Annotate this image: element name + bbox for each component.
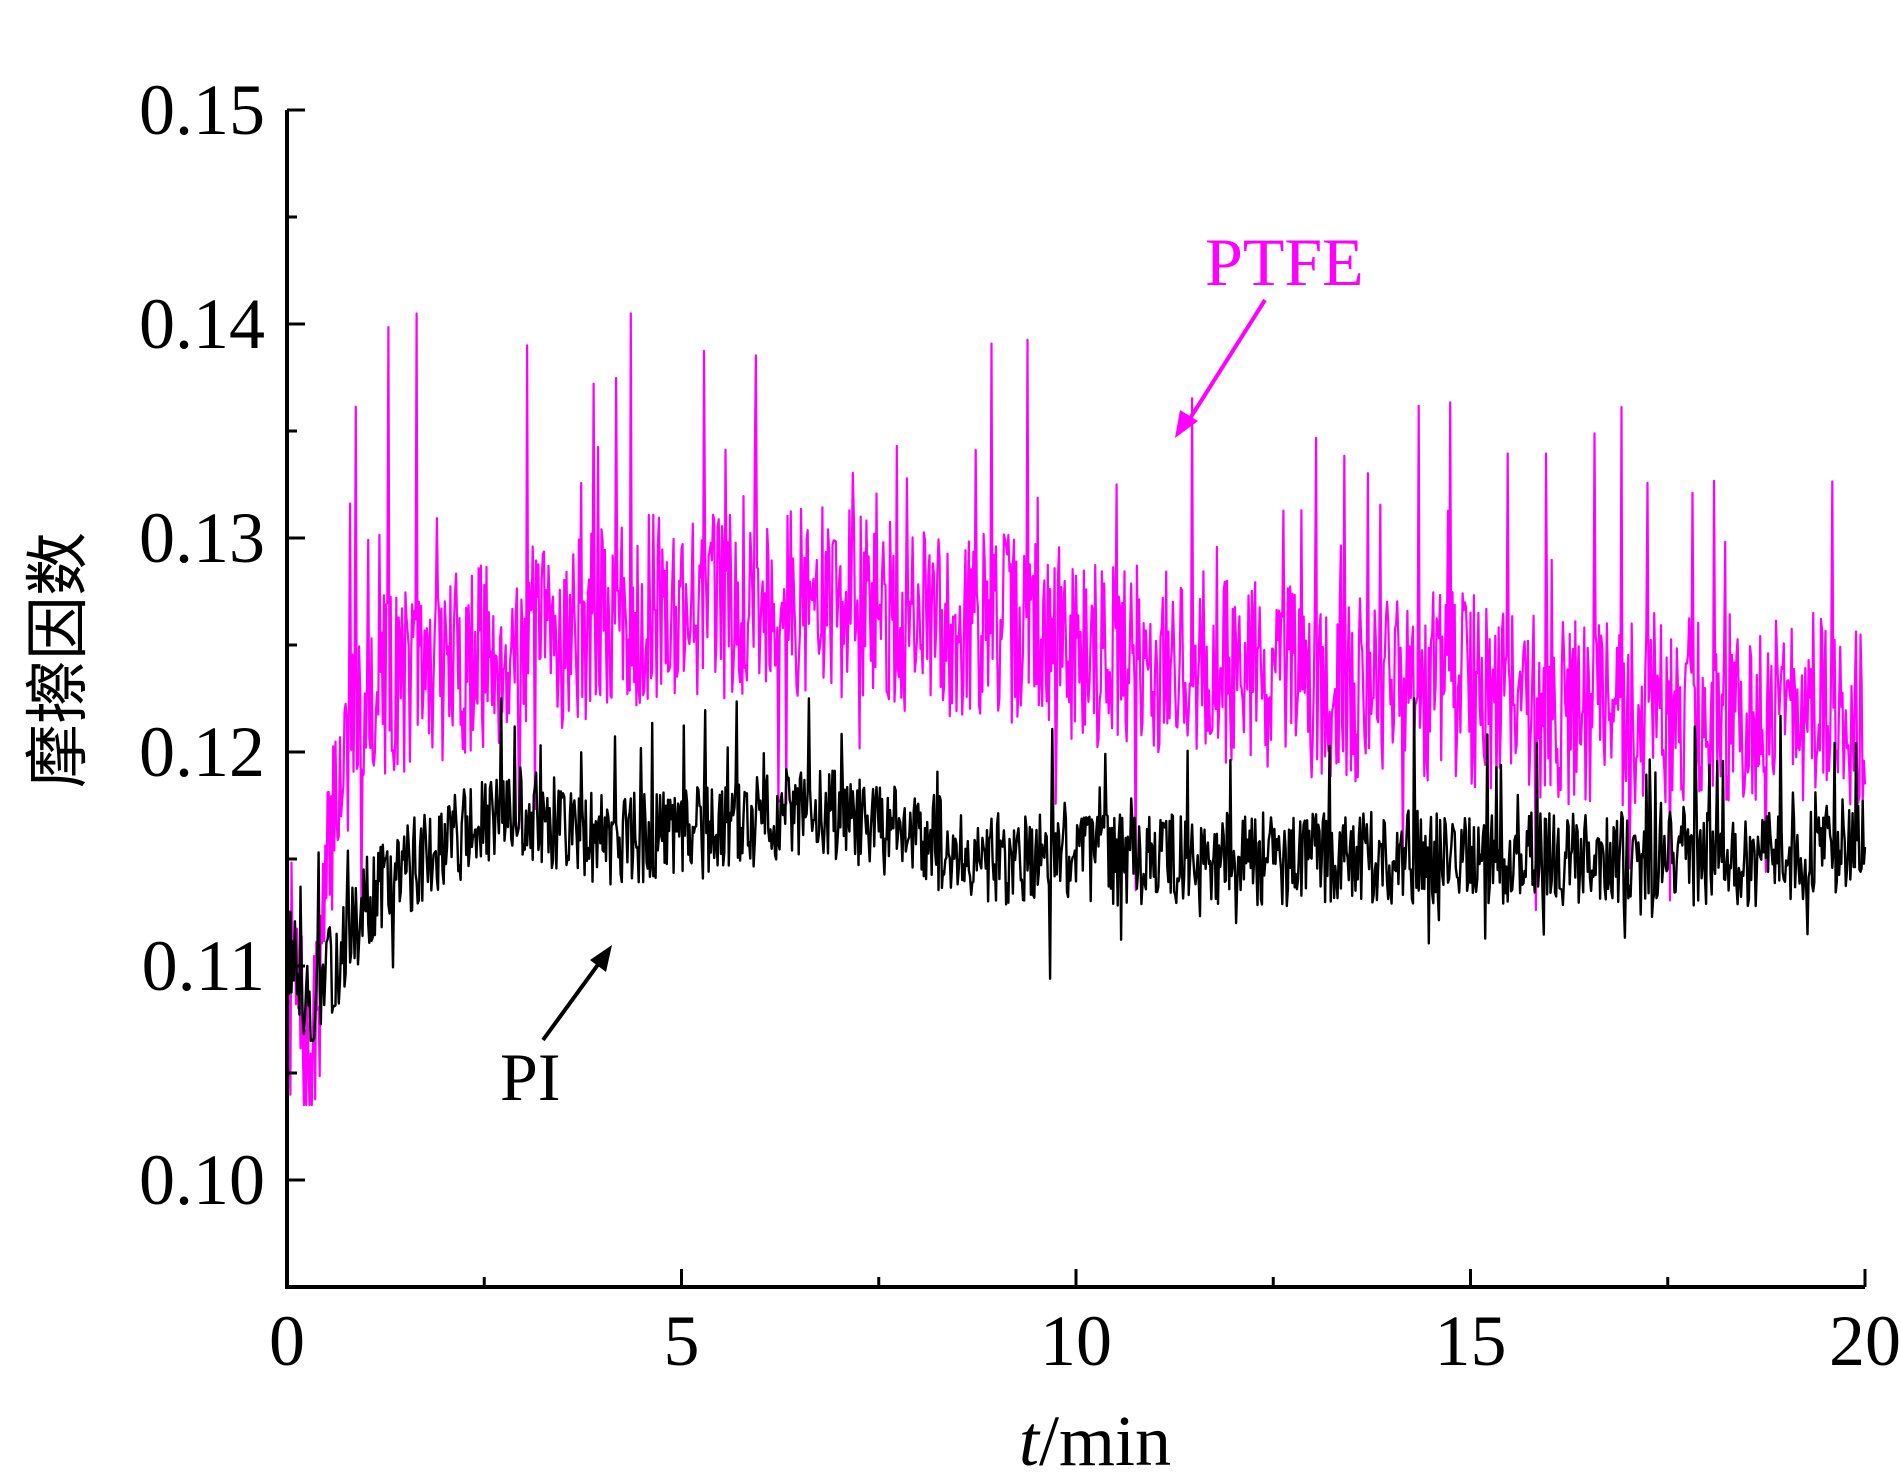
y-tick-label: 0.13 [139,498,265,578]
series-layer [285,312,1867,1107]
x-tick-label: 10 [1040,1301,1112,1381]
x-tick-label: 15 [1435,1301,1507,1381]
annotation-layer: PTFE PI [500,224,1364,1115]
y-tick-label: 0.15 [139,70,265,150]
y-tick-label: 0.14 [139,284,265,364]
series-line-ptfe [285,312,1867,1107]
ptfe-arrow-head [1175,410,1198,438]
ptfe-label: PTFE [1205,224,1364,300]
x-axis-title-italic: t [1019,1401,1041,1481]
x-tick-label: 20 [1829,1301,1901,1381]
x-axis-title: t/min [1019,1401,1171,1481]
pi-arrow-head [590,945,612,972]
ptfe-arrow-line [1182,298,1267,430]
x-tick-label: 0 [269,1301,305,1381]
series-line-pi [285,697,1867,1043]
pi-label: PI [500,1039,560,1115]
x-tick-label: 5 [664,1301,700,1381]
y-axis-title: 摩擦因数 [22,532,96,788]
y-tick-label: 0.12 [139,712,265,792]
x-axis-title-unit: /min [1039,1401,1171,1481]
ticks-layer: 0 5 10 15 20 0.10 0.11 0.12 0.13 0.14 0.15 [139,70,1901,1381]
y-tick-label: 0.11 [142,926,265,1006]
y-tick-label: 0.10 [139,1140,265,1220]
pi-arrow-line [541,953,607,1042]
